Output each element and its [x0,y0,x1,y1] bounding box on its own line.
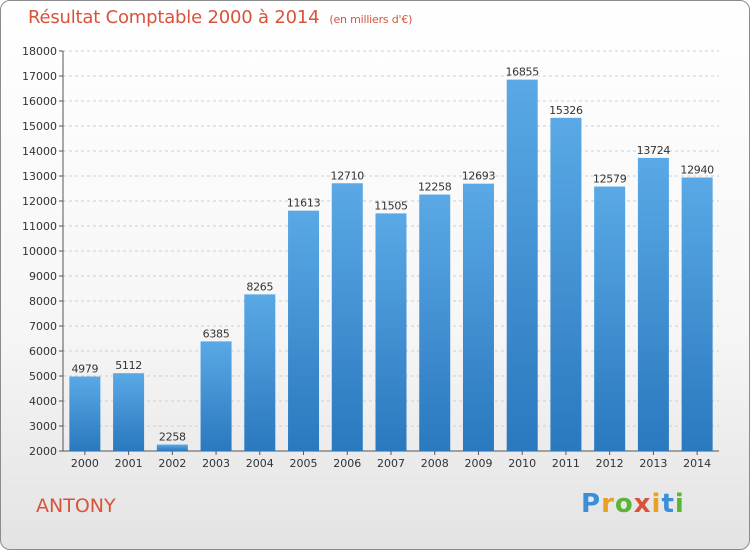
bar-value-label: 8265 [246,280,273,293]
bar [156,444,188,451]
logo-letter: x [633,489,652,519]
logo-letter: r [601,489,615,519]
x-tick-label: 2003 [202,457,230,470]
bar-value-label: 12579 [593,173,627,186]
bar [681,177,713,451]
bar [462,183,494,452]
x-tick-label: 2014 [683,457,711,470]
bar-value-label: 11613 [287,197,321,210]
y-tick-label: 17000 [22,70,57,83]
bar [419,194,451,452]
x-tick-label: 2004 [246,457,274,470]
bar [550,117,582,451]
bar [200,341,232,451]
y-tick-label: 18000 [22,45,57,58]
bar [288,210,320,451]
y-tick-label: 15000 [22,120,57,133]
bar [113,373,145,451]
y-tick-label: 7000 [29,320,57,333]
y-tick-label: 11000 [22,220,57,233]
logo-letter: t [661,489,675,519]
x-tick-label: 2012 [596,457,624,470]
x-tick-label: 2001 [115,457,143,470]
x-tick-label: 2000 [71,457,99,470]
y-tick-label: 10000 [22,245,57,258]
y-tick-label: 5000 [29,370,57,383]
x-tick-label: 2011 [552,457,580,470]
bar-value-label: 6385 [203,327,230,340]
y-tick-label: 6000 [29,345,57,358]
y-tick-label: 3000 [29,420,57,433]
logo-letter: o [614,489,634,519]
bar-value-label: 12940 [680,164,714,177]
bar-value-label: 12693 [462,170,496,183]
bar [69,376,101,451]
bar-value-label: 5112 [115,359,142,372]
logo-letter: i [674,489,685,519]
x-tick-label: 2013 [639,457,667,470]
bar-value-label: 2258 [159,431,186,444]
bar [375,213,407,451]
bar-value-label: 16855 [505,66,539,79]
y-tick-label: 2000 [29,445,57,458]
y-tick-label: 4000 [29,395,57,408]
bar [594,186,626,451]
y-tick-label: 16000 [22,95,57,108]
title-text: Résultat Comptable 2000 à 2014 [28,7,320,28]
y-tick-label: 13000 [22,170,57,183]
bar-value-label: 11505 [374,199,408,212]
bar [637,157,669,451]
proxiti-logo: Proxiti [581,489,685,519]
y-tick-label: 9000 [29,270,57,283]
chart-subtitle: (en milliers d'€) [329,13,413,26]
bar-value-label: 13724 [637,144,671,157]
bar-value-label: 15326 [549,104,583,117]
bar [506,79,538,451]
x-tick-label: 2007 [377,457,405,470]
y-tick-label: 14000 [22,145,57,158]
y-tick-label: 8000 [29,295,57,308]
chart-title: Résultat Comptable 2000 à 2014 (en millie… [28,7,412,28]
bar [331,183,363,451]
x-tick-label: 2008 [421,457,449,470]
y-tick-label: 12000 [22,195,57,208]
bar-value-label: 12258 [418,181,452,194]
x-tick-label: 2005 [290,457,318,470]
bar-value-label: 12710 [331,169,365,182]
x-tick-label: 2009 [464,457,492,470]
bar [244,294,276,451]
bar-value-label: 4979 [71,363,98,376]
x-tick-label: 2010 [508,457,536,470]
logo-letter: i [651,489,662,519]
x-tick-label: 2002 [158,457,186,470]
logo-letter: P [581,489,602,519]
city-label: ANTONY [36,495,116,517]
x-tick-label: 2006 [333,457,361,470]
